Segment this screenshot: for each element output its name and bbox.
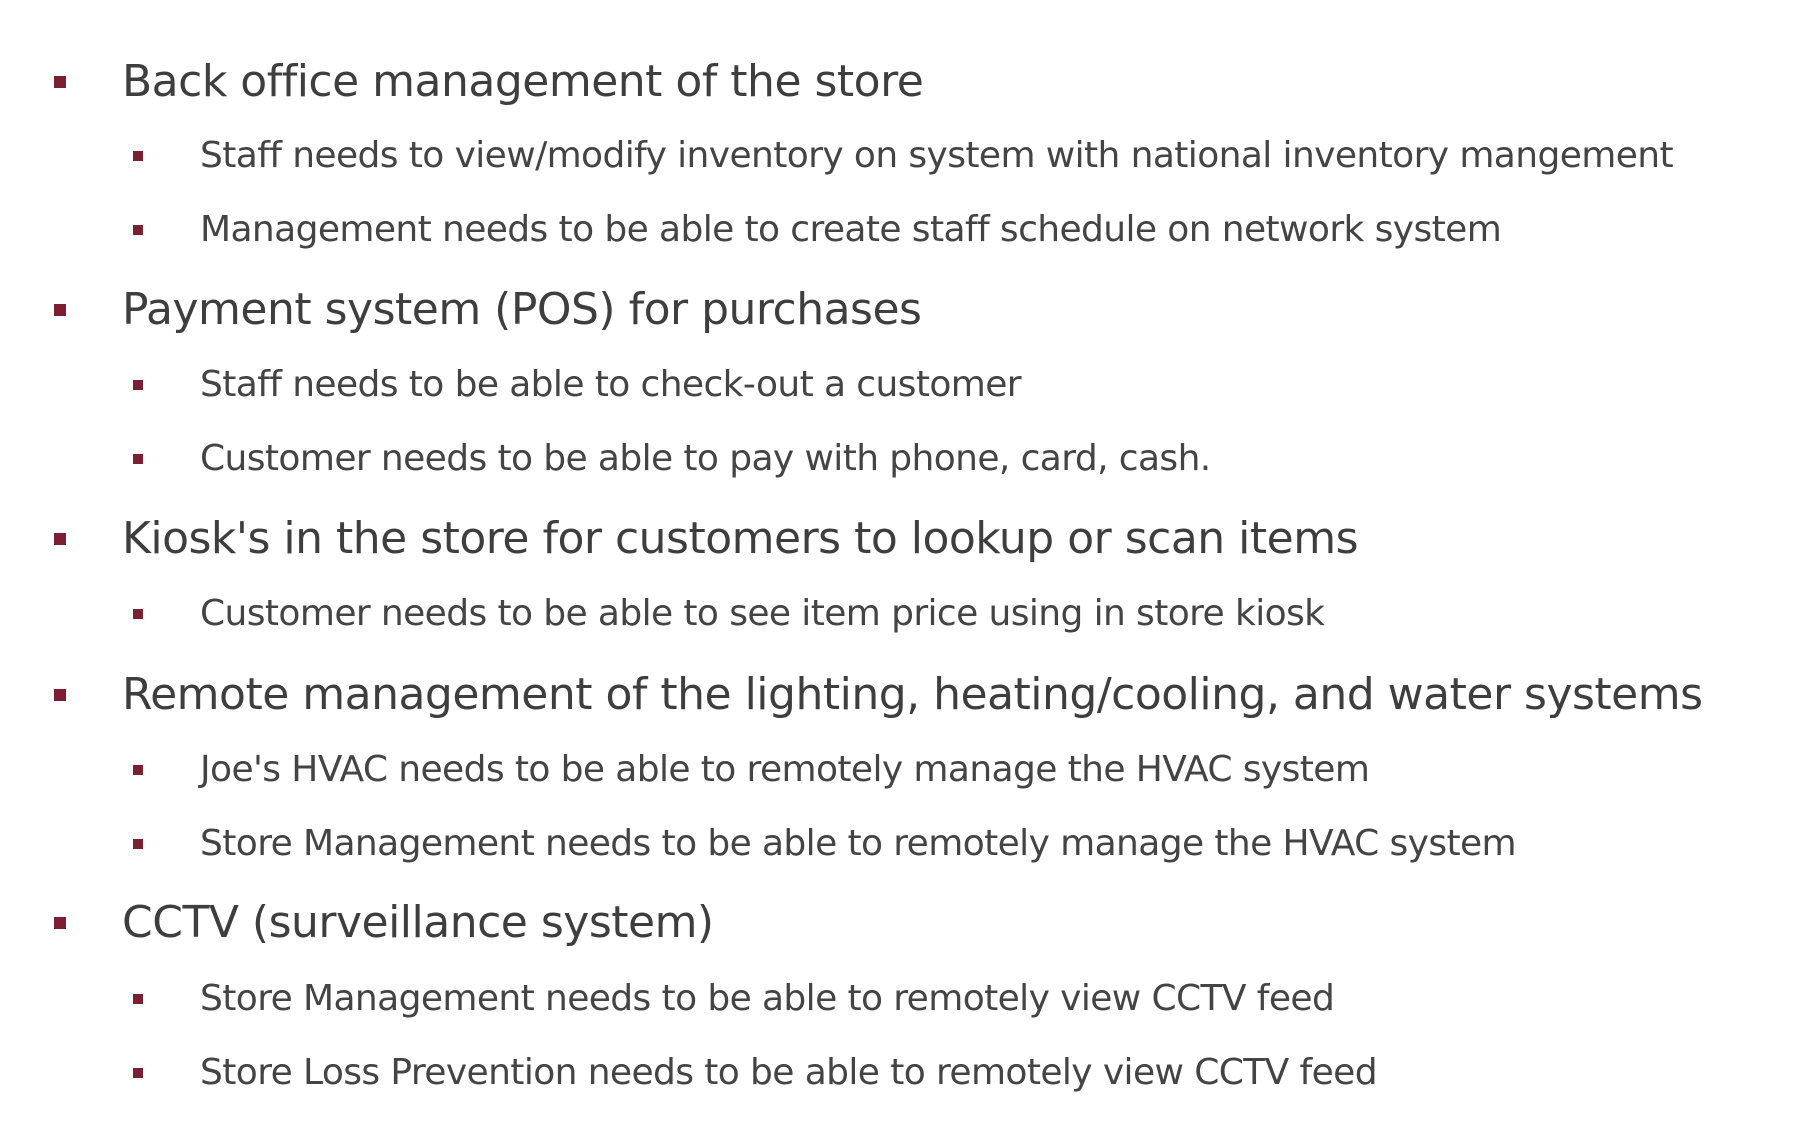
list-item: Remote management of the lighting, heati… xyxy=(0,673,1812,717)
square-bullet-icon xyxy=(133,225,143,235)
square-bullet-icon xyxy=(133,454,143,464)
list-item: Store Management needs to be able to rem… xyxy=(0,981,1812,1017)
bullet-text: Staff needs to view/modify inventory on … xyxy=(200,135,1674,176)
list-item: Customer needs to be able to see item pr… xyxy=(0,596,1812,632)
list-item: Store Loss Prevention needs to be able t… xyxy=(0,1055,1812,1091)
square-bullet-icon xyxy=(133,1068,143,1078)
list-item: Kiosk's in the store for customers to lo… xyxy=(0,517,1812,561)
bullet-text: Store Loss Prevention needs to be able t… xyxy=(200,1052,1378,1093)
list-item: Store Management needs to be able to rem… xyxy=(0,826,1812,862)
bullet-text: Back office management of the store xyxy=(122,56,924,107)
square-bullet-icon xyxy=(54,689,66,701)
square-bullet-icon xyxy=(54,917,66,929)
list-item: Staff needs to be able to check-out a cu… xyxy=(0,367,1812,403)
list-item: Management needs to be able to create st… xyxy=(0,212,1812,248)
bullet-text: Customer needs to be able to pay with ph… xyxy=(200,438,1211,479)
bullet-text: Kiosk's in the store for customers to lo… xyxy=(122,513,1359,564)
bullet-text: Store Management needs to be able to rem… xyxy=(200,978,1335,1019)
list-item: Payment system (POS) for purchases xyxy=(0,288,1812,332)
bullet-text: Management needs to be able to create st… xyxy=(200,209,1502,250)
bullet-text: Customer needs to be able to see item pr… xyxy=(200,593,1325,634)
square-bullet-icon xyxy=(133,609,143,619)
list-item: Customer needs to be able to pay with ph… xyxy=(0,441,1812,477)
square-bullet-icon xyxy=(133,151,143,161)
square-bullet-icon xyxy=(54,533,66,545)
list-item: CCTV (surveillance system) xyxy=(0,901,1812,945)
bullet-text: Store Management needs to be able to rem… xyxy=(200,823,1517,864)
list-item: Back office management of the store xyxy=(0,60,1812,104)
square-bullet-icon xyxy=(133,765,143,775)
square-bullet-icon xyxy=(54,304,66,316)
bullet-text: Staff needs to be able to check-out a cu… xyxy=(200,364,1022,405)
square-bullet-icon xyxy=(133,839,143,849)
list-item: Joe's HVAC needs to be able to remotely … xyxy=(0,752,1812,788)
square-bullet-icon xyxy=(133,380,143,390)
bullet-text: Payment system (POS) for purchases xyxy=(122,284,922,335)
bullet-text: Remote management of the lighting, heati… xyxy=(122,669,1703,720)
bullet-text: Joe's HVAC needs to be able to remotely … xyxy=(200,749,1370,790)
square-bullet-icon xyxy=(54,76,66,88)
square-bullet-icon xyxy=(133,994,143,1004)
list-item: Staff needs to view/modify inventory on … xyxy=(0,138,1812,174)
bullet-text: CCTV (surveillance system) xyxy=(122,897,714,948)
